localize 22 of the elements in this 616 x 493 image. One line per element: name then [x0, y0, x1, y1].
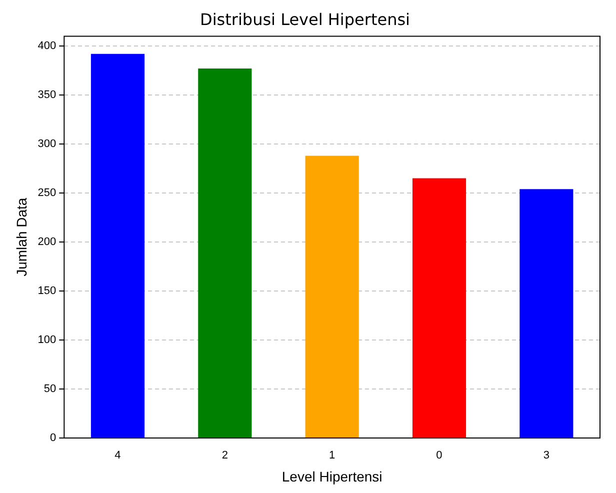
bar [90, 54, 145, 438]
bar [198, 68, 252, 438]
y-tick-label: 0 [50, 432, 56, 444]
y-tick-label: 50 [44, 383, 56, 396]
bar [412, 178, 466, 438]
chart-title: Distribusi Level Hipertensi [200, 10, 410, 29]
y-tick-label: 150 [38, 285, 56, 298]
y-tick-label: 200 [38, 236, 56, 248]
y-axis-title: Jumlah Data [13, 198, 30, 276]
bar [520, 189, 574, 438]
y-tick-label: 400 [38, 40, 56, 52]
y-tick-label: 100 [38, 334, 56, 346]
y-tick-label: 300 [38, 138, 56, 150]
y-tick-label: 350 [38, 89, 56, 102]
x-tick-label: 2 [222, 450, 228, 462]
y-tick-label: 250 [38, 187, 56, 200]
x-tick-label: 1 [329, 450, 336, 462]
x-tick-label: 4 [114, 450, 121, 462]
bar [305, 156, 359, 438]
x-tick-label: 3 [543, 450, 550, 462]
x-tick-label: 0 [436, 450, 442, 462]
x-axis-title: Level Hipertensi [282, 468, 382, 484]
